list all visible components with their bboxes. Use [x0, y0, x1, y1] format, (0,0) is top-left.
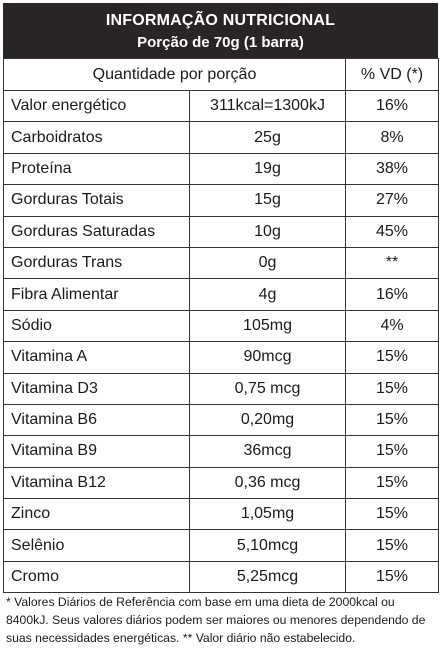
nutrition-header: INFORMAÇÃO NUTRICIONAL Porção de 70g (1 …: [3, 3, 438, 58]
nutrient-name: Selênio: [3, 529, 190, 562]
quantity-column-header: Quantidade por porção: [2, 58, 347, 91]
footnote: * Valores Diários de Referência com base…: [6, 595, 426, 645]
nutrient-row: Vitamina A 90mcg 15%: [3, 341, 440, 374]
nutrient-quantity: 1,05mg: [188, 498, 347, 531]
serving-size: Porção de 70g (1 barra): [137, 34, 304, 51]
nutrient-dv: 15%: [345, 403, 440, 437]
nutrient-dv: 15%: [345, 372, 440, 405]
nutrient-quantity: 19g: [188, 152, 347, 186]
nutrient-name: Vitamina D3: [3, 372, 190, 405]
nutrient-quantity: 10g: [188, 215, 347, 248]
nutrient-name: Gorduras Totais: [3, 184, 190, 217]
nutrient-name: Valor energético: [3, 89, 190, 123]
nutrient-quantity: 36mcg: [188, 435, 347, 468]
nutrient-dv: **: [345, 246, 440, 280]
nutrient-quantity: 25g: [188, 121, 347, 154]
nutrient-name: Vitamina B9: [3, 435, 190, 468]
nutrient-name: Carboidratos: [3, 121, 190, 154]
nutrient-quantity: 90mcg: [188, 341, 347, 374]
nutrient-row: Carboidratos 25g 8%: [3, 121, 440, 154]
nutrient-quantity: 0,20mg: [188, 403, 347, 437]
nutrient-quantity: 5,10mcg: [188, 529, 347, 562]
nutrient-dv: 15%: [345, 435, 440, 468]
nutrient-dv: 4%: [345, 309, 440, 343]
nutrient-row: Gorduras Saturadas 10g 45%: [3, 215, 440, 248]
nutrition-title: INFORMAÇÃO NUTRICIONAL: [105, 12, 336, 29]
dv-column-header: % VD (*): [345, 58, 440, 91]
nutrient-row: Vitamina D3 0,75 mcg 15%: [3, 372, 440, 405]
nutrient-name: Zinco: [3, 498, 190, 531]
nutrition-facts-panel: INFORMAÇÃO NUTRICIONAL Porção de 70g (1 …: [2, 3, 440, 594]
nutrient-quantity: 0,36 mcg: [188, 466, 347, 500]
column-header-row: Quantidade por porção % VD (*): [2, 58, 440, 91]
nutrient-dv: 27%: [345, 184, 440, 217]
nutrient-dv: 16%: [345, 278, 440, 311]
nutrient-dv: 38%: [345, 152, 440, 186]
nutrient-dv: 16%: [345, 89, 440, 123]
nutrition-table: Quantidade por porção % VD (*) Valor ene…: [2, 58, 440, 594]
nutrient-name: Sódio: [3, 309, 190, 343]
nutrient-row: Gorduras Trans 0g **: [3, 246, 440, 280]
nutrient-row: Vitamina B12 0,36 mcg 15%: [3, 466, 440, 500]
nutrient-quantity: 105mg: [188, 309, 347, 343]
nutrient-row: Proteína 19g 38%: [3, 152, 440, 186]
nutrient-quantity: 15g: [188, 184, 347, 217]
nutrient-row: Selênio 5,10mcg 15%: [3, 529, 440, 562]
nutrient-name: Proteína: [3, 152, 190, 186]
nutrient-quantity: 311kcal=1300kJ: [188, 89, 347, 123]
nutrient-row: Vitamina B6 0,20mg 15%: [3, 403, 440, 437]
nutrient-name: Vitamina B6: [3, 403, 190, 437]
nutrient-dv: 15%: [345, 529, 440, 562]
nutrient-dv: 15%: [345, 498, 440, 531]
nutrient-dv: 15%: [345, 466, 440, 500]
nutrient-name: Cromo: [3, 560, 190, 594]
nutrient-dv: 8%: [345, 121, 440, 154]
nutrient-row: Fibra Alimentar 4g 16%: [3, 278, 440, 311]
nutrient-quantity: 0g: [188, 246, 347, 280]
nutrient-row: Sódio 105mg 4%: [3, 309, 440, 343]
nutrient-quantity: 4g: [188, 278, 347, 311]
nutrient-row: Zinco 1,05mg 15%: [3, 498, 440, 531]
nutrient-dv: 15%: [345, 560, 440, 594]
nutrient-name: Fibra Alimentar: [3, 278, 190, 311]
nutrient-name: Vitamina B12: [3, 466, 190, 500]
nutrient-name: Gorduras Saturadas: [3, 215, 190, 248]
nutrient-row: Valor energético 311kcal=1300kJ 16%: [3, 89, 440, 123]
nutrient-row: Gorduras Totais 15g 27%: [3, 184, 440, 217]
nutrient-name: Vitamina A: [3, 341, 190, 374]
nutrient-dv: 45%: [345, 215, 440, 248]
nutrient-dv: 15%: [345, 341, 440, 374]
nutrient-quantity: 0,75 mcg: [188, 372, 347, 405]
nutrient-row: Cromo 5,25mcg 15%: [3, 560, 440, 594]
nutrient-quantity: 5,25mcg: [188, 560, 347, 594]
nutrient-name: Gorduras Trans: [3, 246, 190, 280]
nutrient-row: Vitamina B9 36mcg 15%: [3, 435, 440, 468]
